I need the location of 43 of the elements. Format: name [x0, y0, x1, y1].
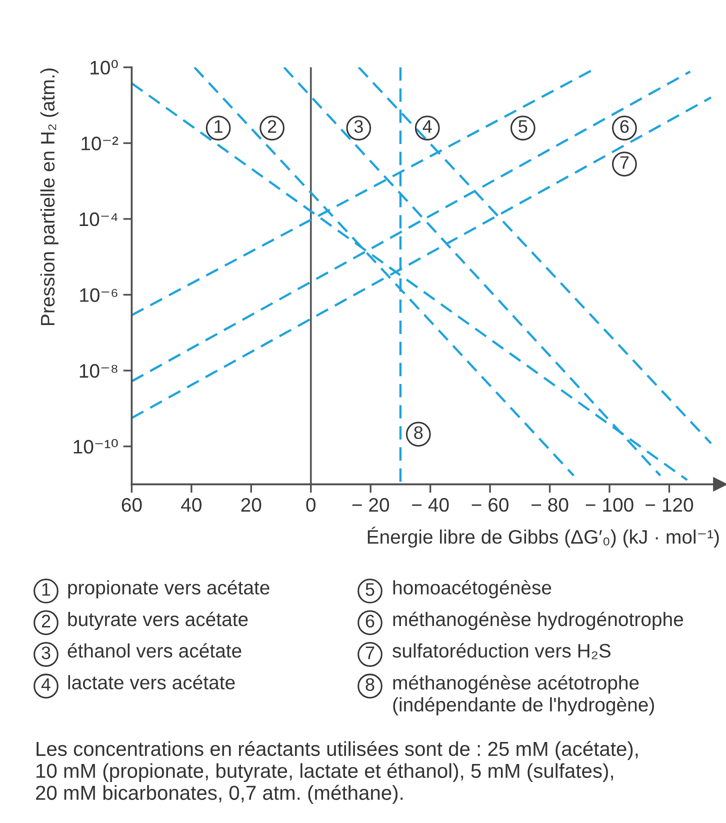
annotation: 6 — [620, 120, 629, 133]
text: méthanogénèse hydrogénotrophe — [393, 612, 684, 630]
y-tick-label: 10⁰ — [90, 60, 118, 75]
x-tick-label: − 20 — [352, 498, 390, 512]
x-tick-label: 20 — [241, 498, 262, 512]
y-tick-label: 10⁻⁶ — [80, 288, 118, 302]
x-axis-title: Énergie libre de Gibbs (ΔG′₀) (kJ · mol⁻¹) — [368, 526, 719, 548]
y-tick-label: 10⁻⁴ — [80, 212, 118, 226]
text: 7 — [366, 646, 374, 660]
y-tick-label: 10⁻² — [82, 136, 118, 150]
text: éthanol vers acétate — [68, 643, 242, 658]
text: butyrate vers acétate — [68, 612, 248, 630]
text: 8 — [366, 678, 374, 691]
annotation: 1 — [214, 120, 222, 133]
text: 3 — [42, 646, 50, 660]
text: Les concentrations en réactants utilisées sont de : 25 mM (acétate), 10 mM (propionate, butyrate, lactate et éthanol), 5 mM (sulfates), 20 mM bicarbonates, 0,7 atm. (méthane). — [36, 740, 638, 804]
text: sulfatoréduction vers H₂S — [392, 643, 610, 660]
text: 4 — [41, 678, 50, 691]
text: 1 — [42, 583, 50, 596]
text: 2 — [42, 614, 50, 628]
y-tick-label: 10⁻⁸ — [80, 364, 118, 378]
text: méthanogénèse acétotrophe (indépendante de l'hydrogène) — [393, 675, 654, 716]
annotation: 4 — [422, 120, 432, 133]
x-tick-label: − 40 — [412, 498, 449, 512]
annotation: 7 — [620, 156, 629, 169]
text: homoacétogénèse — [393, 580, 552, 598]
x-tick-label: − 120 — [646, 498, 694, 512]
text: lactate vers acétate — [68, 674, 235, 690]
y-axis-title: Pression partielle en H₂ (atm.) — [40, 68, 58, 326]
annotation: 5 — [518, 120, 528, 133]
text: propionate vers acétate — [68, 580, 270, 598]
x-tick-label: − 60 — [472, 498, 508, 512]
annotation: 2 — [268, 120, 276, 133]
y-tick-label: 10⁻¹⁰ — [74, 439, 118, 454]
text: 5 — [366, 583, 374, 596]
x-tick-label: − 80 — [532, 498, 568, 512]
x-tick-label: − 100 — [586, 498, 634, 512]
x-tick-label: 0 — [306, 498, 316, 512]
text: 6 — [366, 614, 374, 628]
annotation: 3 — [354, 120, 363, 133]
annotation: 8 — [414, 426, 423, 440]
x-tick-label: 40 — [181, 498, 202, 512]
x-tick-label: 60 — [122, 498, 142, 512]
